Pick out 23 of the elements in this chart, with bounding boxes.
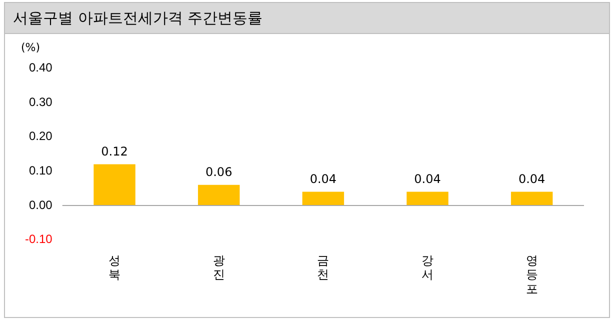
x-tick-label: 금천 [317, 253, 330, 282]
x-tick-label: 영등포 [526, 253, 538, 296]
bar [406, 192, 448, 206]
y-tick-label: 0.30 [28, 94, 53, 109]
bar [198, 184, 240, 206]
bar [510, 192, 553, 206]
y-tick-label: 0.10 [28, 163, 53, 178]
y-axis-title: (%) [21, 41, 40, 54]
y-tick-label: 0.00 [28, 198, 53, 212]
data-label: 0.04 [518, 172, 546, 186]
x-tick-label: 강서 [422, 253, 434, 282]
bar [302, 192, 344, 206]
y-tick-label: 0.40 [28, 60, 53, 75]
y-tick-label: -0.10 [24, 232, 53, 246]
y-tick-label: 0.20 [28, 129, 53, 144]
data-label: 0.04 [414, 172, 441, 186]
data-label: 0.12 [101, 144, 128, 158]
data-label: 0.04 [310, 172, 337, 186]
data-label: 0.06 [205, 165, 232, 180]
bar [94, 164, 136, 206]
chart-title: 서울구별 아파트전세가격 주간변동률 [5, 3, 609, 34]
x-tick-label: 성북 [108, 253, 121, 282]
x-tick-label: 광진 [212, 253, 225, 282]
